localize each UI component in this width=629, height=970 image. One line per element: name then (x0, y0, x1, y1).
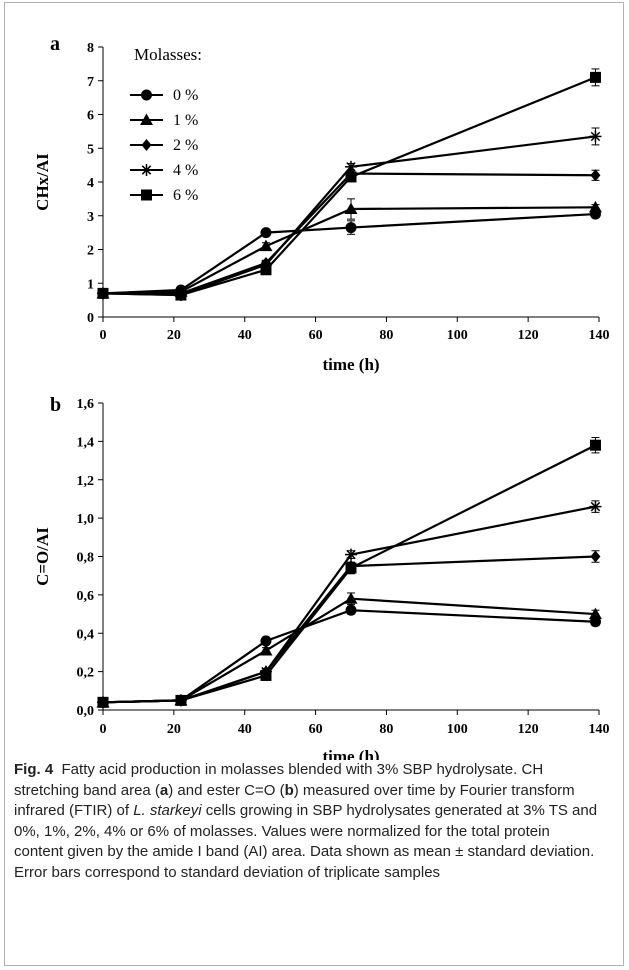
y-tick-label: 4 (87, 176, 94, 191)
x-tick-label: 80 (379, 722, 393, 737)
x-tick-label: 60 (309, 328, 323, 343)
caption-bold-b: b (285, 782, 294, 799)
data-point (346, 222, 357, 233)
legend-label: 0 % (173, 87, 198, 104)
data-point (260, 227, 271, 238)
data-point (259, 644, 272, 656)
caption-label: Fig. 4 (14, 761, 53, 778)
y-tick-label: 0,4 (77, 627, 95, 642)
x-tick-label: 120 (518, 328, 539, 343)
y-tick-label: 1,0 (77, 512, 95, 527)
x-axis-title: time (h) (322, 747, 379, 760)
x-tick-label: 100 (447, 328, 468, 343)
legend-marker (141, 190, 152, 201)
figure-caption: Fig. 4 Fatty acid production in molasses… (14, 760, 599, 883)
y-tick-label: 6 (87, 109, 94, 124)
x-tick-label: 140 (589, 722, 610, 737)
x-tick-label: 0 (100, 722, 107, 737)
legend-label: 4 % (173, 162, 198, 179)
series-triangle (97, 199, 602, 299)
x-tick-label: 0 (100, 328, 107, 343)
caption-text-2: ) and ester C=O ( (168, 782, 284, 799)
data-point (590, 72, 601, 83)
data-point (346, 563, 357, 574)
x-tick-label: 120 (518, 722, 539, 737)
y-tick-label: 0,0 (77, 704, 95, 719)
data-point (589, 501, 601, 513)
y-tick-label: 3 (87, 210, 94, 225)
data-point (260, 264, 271, 275)
y-tick-label: 1 (87, 277, 94, 292)
y-tick-label: 1,2 (77, 474, 95, 489)
legend-label: 2 % (173, 137, 198, 154)
data-point (260, 670, 271, 681)
y-tick-label: 8 (87, 41, 94, 56)
y-axis-title: C=O/AI (33, 527, 52, 586)
data-point (590, 169, 600, 181)
data-point (345, 161, 357, 173)
legend-label: 6 % (173, 187, 198, 204)
series-line (103, 207, 595, 293)
series-circle (98, 605, 601, 708)
series-line (103, 610, 595, 702)
legend-marker (141, 90, 152, 101)
x-tick-label: 20 (167, 722, 181, 737)
data-point (590, 440, 601, 451)
data-point (98, 697, 109, 708)
x-tick-label: 40 (238, 722, 252, 737)
data-point (346, 171, 357, 182)
data-point (175, 695, 186, 706)
data-point (589, 130, 601, 142)
legend-label: 1 % (173, 112, 198, 129)
series-line (103, 557, 595, 703)
series-line (103, 136, 595, 295)
x-tick-label: 80 (379, 328, 393, 343)
data-point (98, 288, 109, 299)
data-point (345, 549, 357, 561)
data-point (590, 551, 600, 563)
data-point (346, 605, 357, 616)
data-point (175, 290, 186, 301)
legend-marker (141, 164, 153, 176)
y-tick-label: 1,6 (77, 397, 95, 412)
y-tick-label: 2 (87, 244, 94, 259)
y-tick-label: 5 (87, 142, 94, 157)
series-square (98, 438, 601, 708)
x-tick-label: 100 (447, 722, 468, 737)
y-axis-title: CHx/AI (33, 153, 52, 211)
chart-panel-b: b 0,0 0,2 0,4 0,6 0,8 1,0 1,2 1,4 1,6 0 20 40 60 80 100… (33, 394, 610, 760)
legend: Molasses: 0 % 1 % 2 % 4 % 6 % (130, 45, 202, 204)
y-tick-label: 0,8 (77, 551, 95, 566)
data-point (259, 240, 272, 252)
y-tick-label: 1,4 (77, 435, 95, 450)
x-tick-label: 20 (167, 328, 181, 343)
y-tick-label: 0 (87, 311, 94, 326)
y-tick-label: 7 (87, 75, 94, 90)
caption-species: L. starkeyi (133, 802, 201, 819)
y-tick-label: 0,2 (77, 666, 95, 681)
x-tick-label: 60 (309, 722, 323, 737)
series-circle (98, 209, 601, 299)
legend-title: Molasses: (134, 45, 202, 64)
legend-marker (142, 139, 152, 151)
x-axis-title: time (h) (322, 355, 379, 374)
x-tick-label: 40 (238, 328, 252, 343)
panel-label: b (50, 394, 61, 416)
y-tick-label: 0,6 (77, 589, 95, 604)
caption-bold-a: a (160, 782, 168, 799)
x-tick-label: 140 (589, 328, 610, 343)
panel-label: a (50, 33, 60, 55)
